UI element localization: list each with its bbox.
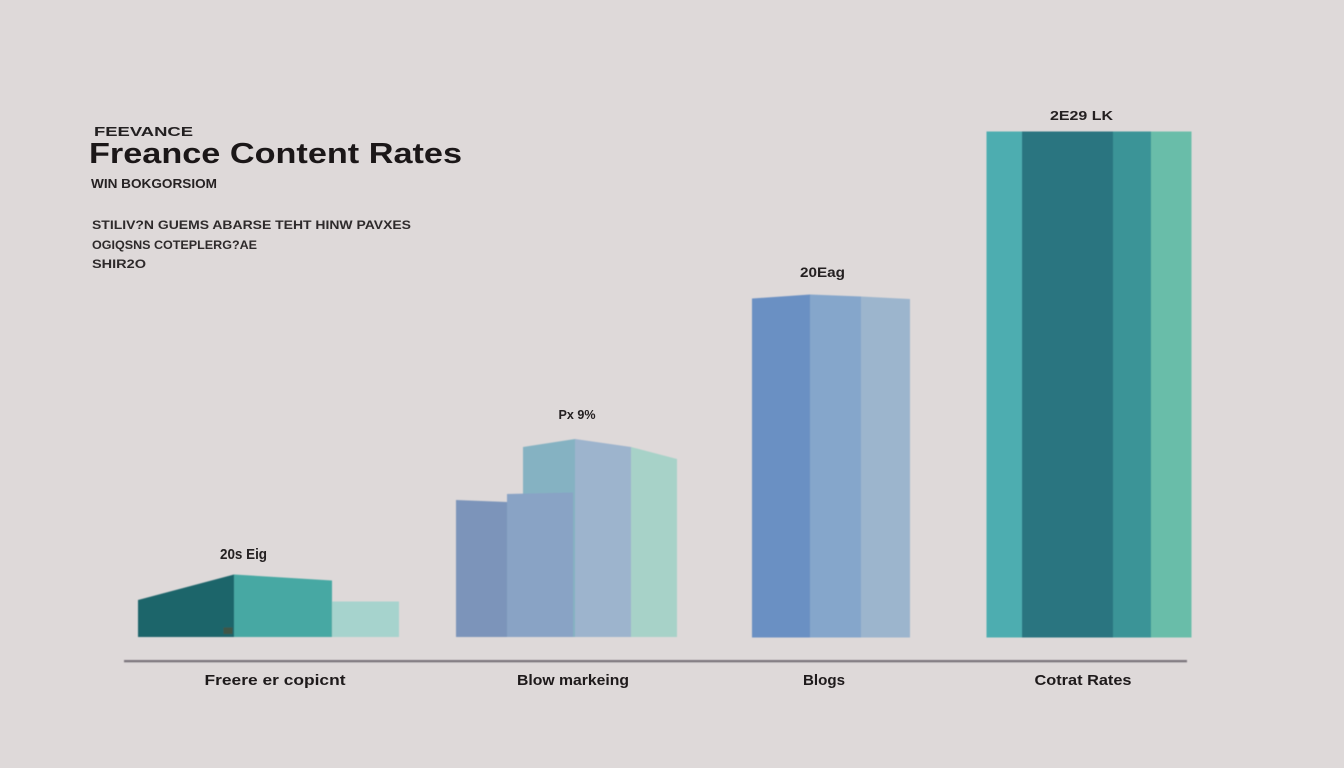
svg-text:OGIQSNS COTEPLERG?AE: OGIQSNS COTEPLERG?AE: [92, 238, 257, 252]
svg-text:STILIV?N GUEMS ABARSE TEHT HIN: STILIV?N GUEMS ABARSE TEHT HINW PAVXES: [92, 218, 411, 232]
svg-text:20s Eig: 20s Eig: [220, 546, 267, 563]
svg-text:Cotrat Rates: Cotrat Rates: [1035, 672, 1132, 689]
svg-text:20Eag: 20Eag: [800, 264, 845, 280]
svg-text:Blow markeing: Blow markeing: [517, 672, 629, 689]
svg-text:2E29 LK: 2E29 LK: [1050, 108, 1114, 123]
svg-text:Px 9%: Px 9%: [559, 407, 596, 422]
svg-text:SHIR2O: SHIR2O: [92, 257, 146, 271]
svg-text:Freere er copicnt: Freere er copicnt: [205, 672, 346, 689]
svg-text:FEEVANCE: FEEVANCE: [94, 124, 193, 139]
svg-text:Freance Content Rates: Freance Content Rates: [89, 138, 462, 170]
svg-text:WIN BOKGORSIOM: WIN BOKGORSIOM: [91, 176, 217, 191]
svg-text:Blogs: Blogs: [803, 672, 845, 689]
